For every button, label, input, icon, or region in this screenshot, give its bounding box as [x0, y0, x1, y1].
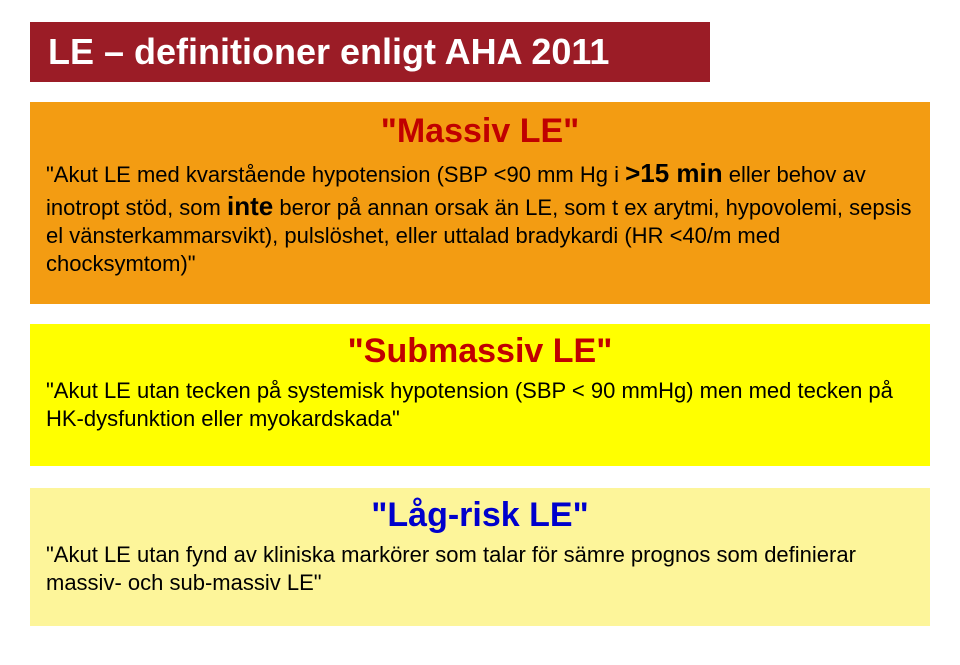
submassive-block: "Submassiv LE" "Akut LE utan tecken på s…	[30, 324, 930, 466]
massive-emph-1: >15 min	[625, 158, 723, 188]
lowrisk-body: "Akut LE utan fynd av kliniska markörer …	[46, 541, 914, 596]
massive-heading: "Massiv LE"	[46, 112, 914, 151]
massive-emph-2: inte	[227, 191, 273, 221]
lowrisk-heading: "Låg-risk LE"	[46, 496, 914, 535]
massive-body: "Akut LE med kvarstående hypotension (SB…	[46, 157, 914, 277]
slide-title: LE – definitioner enligt AHA 2011	[48, 31, 609, 73]
slide: LE – definitioner enligt AHA 2011 "Massi…	[0, 0, 960, 665]
title-bar: LE – definitioner enligt AHA 2011	[30, 22, 710, 82]
massive-text-prefix: "Akut LE med kvarstående hypotension (SB…	[46, 162, 625, 187]
massive-block: "Massiv LE" "Akut LE med kvarstående hyp…	[30, 102, 930, 304]
submassive-body: "Akut LE utan tecken på systemisk hypote…	[46, 377, 914, 432]
submassive-heading: "Submassiv LE"	[46, 332, 914, 371]
lowrisk-block: "Låg-risk LE" "Akut LE utan fynd av klin…	[30, 488, 930, 626]
